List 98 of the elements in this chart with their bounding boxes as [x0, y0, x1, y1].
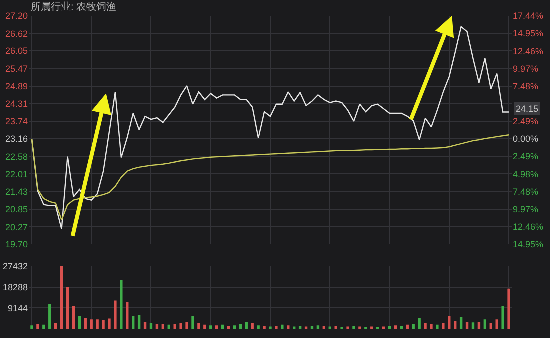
bar	[221, 324, 224, 329]
bar	[78, 316, 82, 329]
bar	[352, 326, 356, 329]
bar	[448, 316, 451, 329]
bar	[406, 324, 409, 329]
bar	[310, 326, 314, 329]
chart-title: 所属行业: 农牧饲渔	[31, 1, 117, 13]
bar	[502, 306, 504, 329]
bar	[281, 324, 284, 329]
y2-tick-label: 0.00%	[513, 134, 539, 144]
bar	[454, 321, 457, 329]
y-tick-label: 26.62	[5, 28, 28, 39]
y-tick-label: 27.20	[5, 11, 28, 22]
y-tick-label: 27432	[2, 262, 28, 272]
bar	[418, 318, 421, 329]
bar	[30, 326, 34, 329]
bar	[215, 326, 218, 329]
bar	[430, 324, 433, 329]
bar	[436, 324, 439, 329]
y-tick-label: 26.05	[5, 46, 28, 56]
bar	[472, 322, 475, 329]
bar	[210, 326, 212, 329]
y2-tick-label: 12.46%	[513, 222, 544, 232]
bar	[138, 315, 141, 329]
bar	[442, 323, 445, 329]
bar	[263, 326, 266, 329]
y-tick-label: 22.58	[5, 152, 28, 162]
bar	[90, 320, 93, 329]
bar	[144, 322, 147, 329]
bar	[316, 326, 320, 329]
bar	[42, 324, 46, 329]
bar	[245, 322, 248, 329]
bar	[478, 322, 481, 329]
y2-tick-label: 2.49%	[513, 152, 539, 162]
bar	[156, 324, 159, 329]
bar	[186, 322, 188, 329]
bar	[96, 320, 99, 329]
y-tick-label: 24.31	[5, 99, 28, 110]
bar	[490, 323, 492, 329]
bar	[54, 323, 58, 329]
bar	[239, 324, 242, 329]
bar	[251, 323, 254, 329]
y-tick-label: 24.89	[5, 82, 28, 92]
bar	[36, 324, 40, 329]
y2-tick-label: 7.48%	[513, 81, 539, 92]
bar	[174, 324, 176, 329]
bar	[162, 324, 165, 329]
bar	[108, 318, 111, 329]
bar	[412, 324, 415, 329]
y2-tick-label: 14.95%	[513, 240, 544, 250]
y-tick-label: 19.70	[5, 240, 28, 250]
bar	[132, 316, 135, 329]
y2-tick-label: 17.44%	[513, 11, 544, 22]
y-tick-label: 23.16	[5, 134, 28, 144]
y-tick-label: 22.01	[5, 169, 28, 180]
bar	[198, 323, 200, 329]
y-tick-label: 20.85	[5, 204, 28, 215]
bar	[60, 266, 64, 329]
bar	[192, 316, 194, 329]
bar	[508, 288, 510, 329]
bar	[233, 326, 236, 329]
bar	[120, 280, 123, 329]
y-tick-label: 18288	[2, 282, 28, 292]
bar	[204, 324, 206, 329]
y2-tick-label: 4.98%	[513, 169, 539, 180]
y2-tick-label: 2.49%	[513, 116, 539, 127]
y-tick-label: 23.74	[5, 116, 28, 127]
annotation: 24.15	[516, 104, 539, 114]
bar	[394, 326, 398, 329]
bar	[84, 318, 87, 329]
y2-tick-label: 14.95%	[513, 28, 544, 39]
bar	[48, 304, 52, 329]
bar	[424, 323, 427, 329]
bar	[114, 300, 117, 329]
bar	[102, 320, 105, 329]
y-tick-label: 21.43	[5, 186, 28, 197]
bar	[496, 320, 498, 329]
y2-tick-label: 9.97%	[513, 204, 539, 215]
bar	[180, 323, 182, 329]
bar	[275, 326, 278, 329]
bar	[72, 306, 76, 329]
bar	[460, 317, 463, 329]
y2-tick-label: 9.97%	[513, 64, 539, 74]
y2-tick-label: 12.46%	[513, 46, 544, 56]
bar	[466, 322, 469, 329]
bar	[66, 287, 70, 329]
line-series	[31, 26, 510, 230]
y-tick-label: 9144	[8, 303, 28, 314]
y-tick-label: 20.27	[5, 222, 28, 232]
bar	[257, 326, 260, 329]
bar	[126, 302, 129, 329]
bar	[484, 320, 487, 329]
bar	[287, 326, 290, 329]
bar	[168, 324, 170, 329]
y2-tick-label: 7.48%	[513, 186, 539, 197]
line-series	[31, 134, 510, 221]
y-tick-label: 25.47	[5, 64, 28, 74]
bar	[150, 323, 153, 329]
